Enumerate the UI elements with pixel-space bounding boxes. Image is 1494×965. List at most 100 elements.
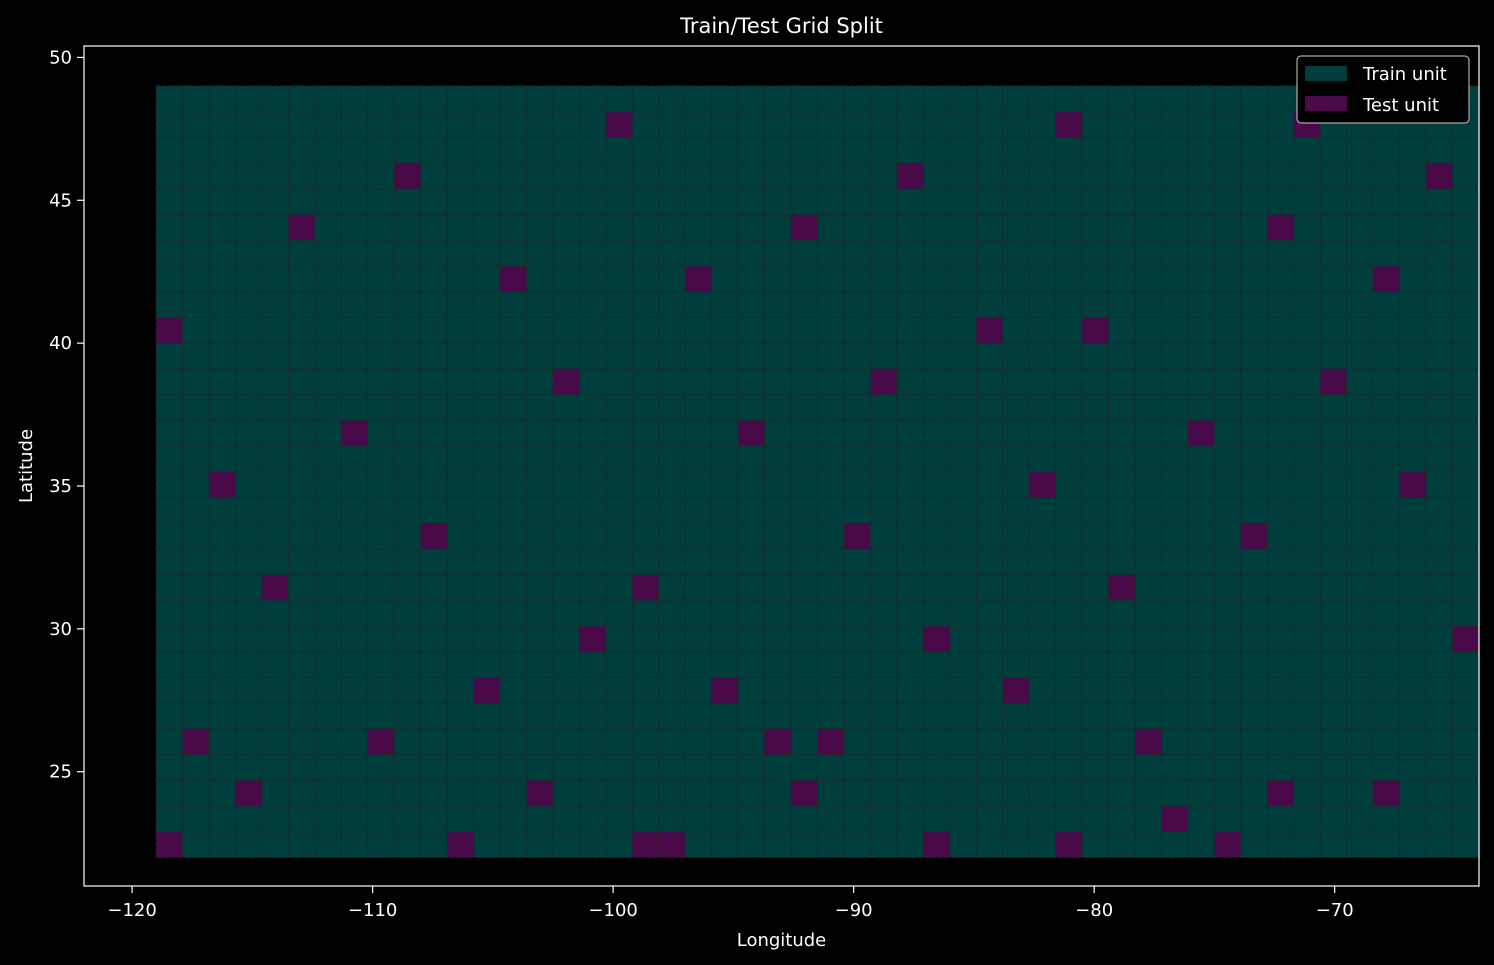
train-cell: [526, 316, 554, 344]
train-cell: [473, 85, 501, 113]
train-cell: [1161, 445, 1189, 473]
train-cell: [1187, 239, 1215, 267]
train-cell: [393, 574, 422, 601]
train-cell: [446, 805, 475, 833]
train-cell: [1213, 496, 1242, 524]
train-cell: [526, 111, 554, 138]
train-cell: [790, 676, 819, 704]
train-cell: [1028, 368, 1057, 396]
train-cell: [287, 419, 316, 447]
train-cell: [843, 779, 871, 807]
train-cell: [896, 136, 924, 164]
train-cell: [1187, 342, 1215, 370]
grid-cells: [155, 85, 1480, 858]
train-cell: [843, 291, 871, 318]
train-cell: [1452, 316, 1480, 344]
train-cell: [1372, 394, 1401, 421]
train-cell: [235, 419, 263, 447]
train-cell: [208, 162, 237, 190]
train-cell: [1372, 496, 1401, 524]
train-cell: [1028, 136, 1057, 164]
train-cell: [1319, 471, 1348, 498]
train-cell: [1452, 779, 1480, 807]
train-cell: [1081, 368, 1110, 396]
train-cell: [737, 754, 766, 781]
train-cell: [155, 342, 184, 370]
train-cell: [1425, 522, 1454, 550]
train-cell: [764, 625, 792, 653]
train-cell: [182, 85, 210, 113]
train-cell: [1108, 85, 1136, 113]
train-cell: [314, 522, 342, 550]
train-cell: [711, 265, 739, 293]
train-cell: [1081, 291, 1110, 318]
train-cell: [182, 136, 210, 164]
train-cell: [631, 162, 660, 190]
train-cell: [764, 188, 792, 216]
train-cell: [314, 445, 342, 473]
train-cell: [340, 754, 369, 781]
test-cell: [1452, 625, 1480, 653]
train-cell: [658, 214, 686, 241]
train-cell: [1028, 445, 1057, 473]
train-cell: [208, 574, 237, 601]
train-cell: [1055, 574, 1083, 601]
train-cell: [1002, 574, 1030, 601]
train-cell: [1293, 805, 1321, 833]
train-cell: [367, 754, 395, 781]
train-cell: [684, 188, 713, 216]
train-cell: [737, 85, 766, 113]
train-cell: [208, 188, 237, 216]
train-cell: [1319, 316, 1348, 344]
train-cell: [684, 214, 713, 241]
train-cell: [1240, 625, 1268, 653]
train-cell: [552, 625, 580, 653]
train-cell: [208, 496, 237, 524]
train-cell: [1425, 214, 1454, 241]
train-cell: [817, 702, 845, 730]
train-cell: [975, 779, 1004, 807]
train-cell: [473, 548, 501, 576]
train-cell: [1161, 779, 1189, 807]
train-cell: [1399, 805, 1427, 833]
train-cell: [182, 291, 210, 318]
train-cell: [949, 779, 977, 807]
train-cell: [869, 599, 898, 627]
train-cell: [287, 342, 316, 370]
test-cell: [499, 265, 528, 293]
train-cell: [1081, 265, 1110, 293]
train-cell: [314, 85, 342, 113]
train-cell: [711, 445, 739, 473]
train-cell: [1028, 214, 1057, 241]
train-cell: [1028, 265, 1057, 293]
test-cell: [922, 625, 951, 653]
train-cell: [1161, 702, 1189, 730]
train-cell: [1452, 754, 1480, 781]
train-cell: [287, 445, 316, 473]
train-cell: [1266, 522, 1295, 550]
train-cell: [631, 85, 660, 113]
train-cell: [790, 805, 819, 833]
train-cell: [182, 496, 210, 524]
train-cell: [420, 676, 448, 704]
train-cell: [605, 239, 633, 267]
train-cell: [1055, 214, 1083, 241]
train-cell: [949, 368, 977, 396]
train-cell: [1134, 394, 1163, 421]
train-cell: [790, 471, 819, 498]
train-cell: [473, 471, 501, 498]
train-cell: [1266, 419, 1295, 447]
train-cell: [711, 702, 739, 730]
train-cell: [1372, 754, 1401, 781]
train-cell: [1161, 831, 1189, 858]
train-cell: [182, 522, 210, 550]
train-cell: [869, 291, 898, 318]
train-cell: [473, 779, 501, 807]
train-cell: [1081, 625, 1110, 653]
train-cell: [817, 265, 845, 293]
train-cell: [393, 599, 422, 627]
train-cell: [526, 496, 554, 524]
train-cell: [526, 599, 554, 627]
train-cell: [526, 548, 554, 576]
